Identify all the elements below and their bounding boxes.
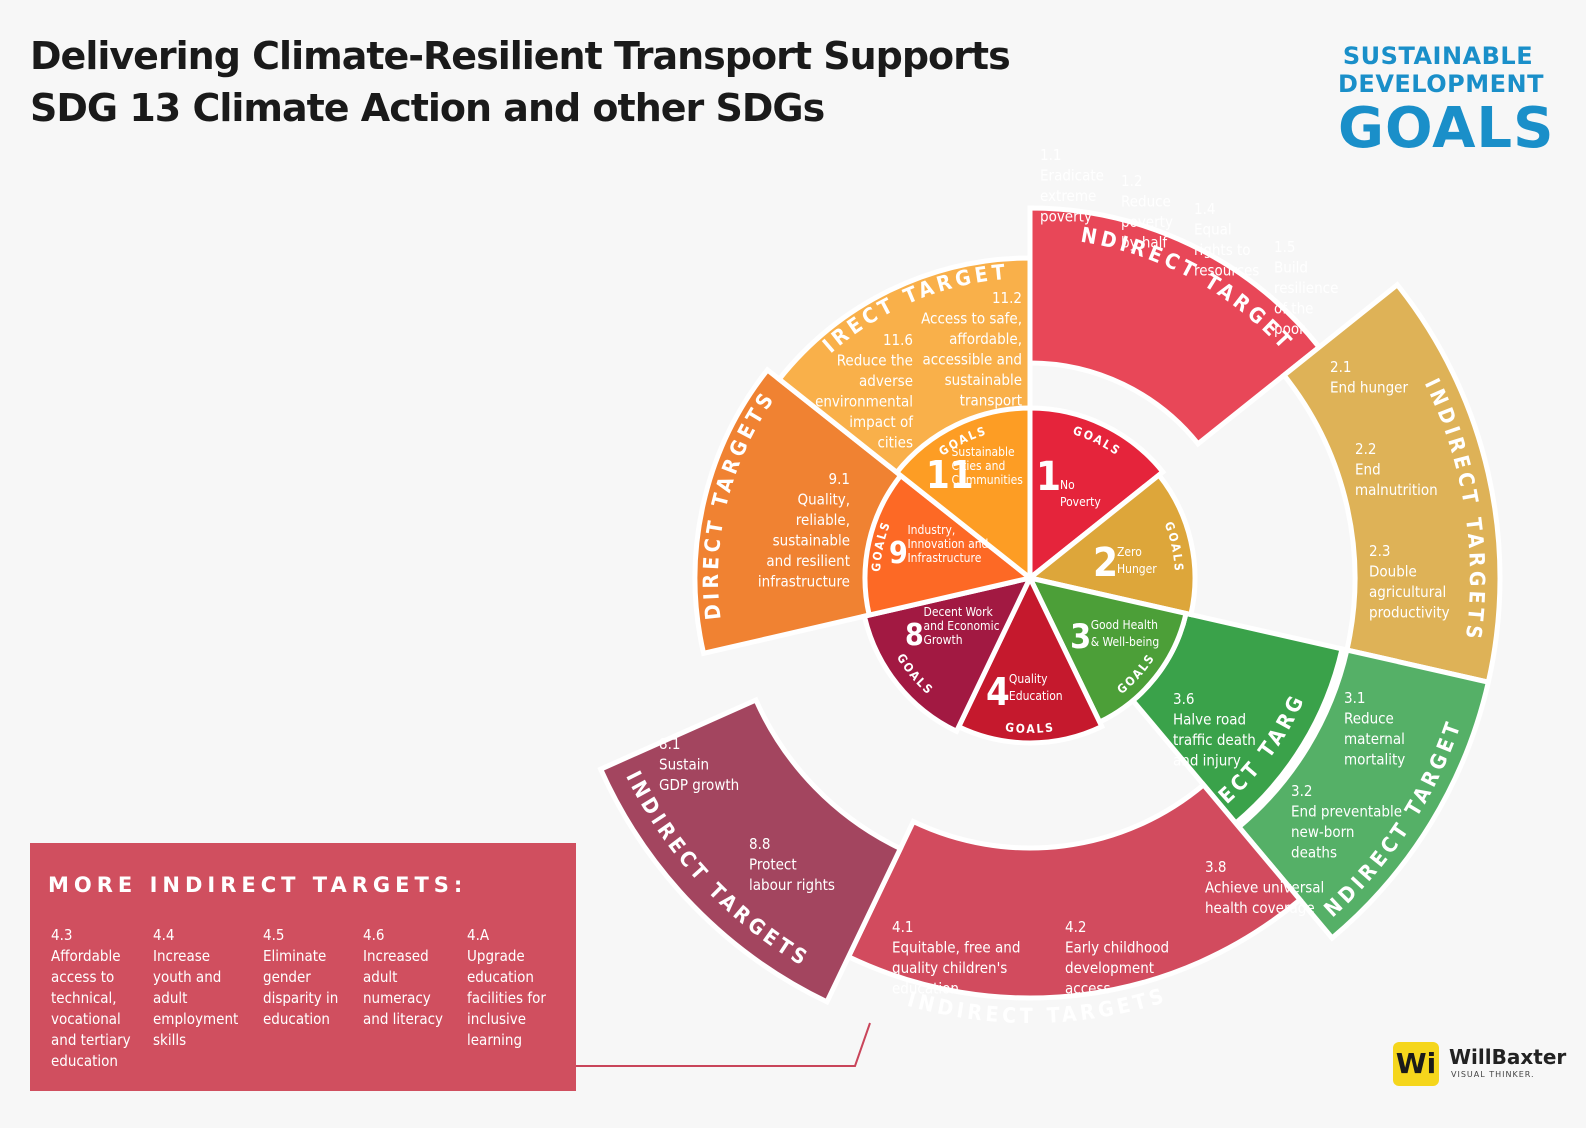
- goal-3-indirect-band: [1235, 647, 1492, 942]
- goal-4-indirect-band: [845, 781, 1304, 1001]
- goal-1-number: 1: [1036, 454, 1061, 500]
- target-1-2: 1.2 Reduce poverty by half: [1121, 172, 1173, 252]
- more-target-4-a: 4.A Upgrade education facilities for inc…: [467, 926, 546, 1049]
- goal-11-wedge: [893, 405, 1033, 584]
- target-3-1: 3.1 Reduce maternal mortality: [1344, 689, 1405, 769]
- target-1-4: 1.4 Equal rights to resources: [1194, 200, 1259, 280]
- goal-9-name: Industry, Innovation and Infrastructure: [908, 523, 989, 565]
- target-9-1: 9.1 Quality, reliable, sustainable and resil…: [758, 470, 850, 591]
- target-2-3: 2.3 Double agricultural productivity: [1369, 542, 1450, 622]
- goal-4-wedge: [955, 572, 1106, 746]
- goal-2-name: Zero Hunger: [1117, 545, 1157, 576]
- goal-1-wedge: [1027, 405, 1167, 584]
- target-3-8: 3.8 Achieve universal health coverage: [1205, 858, 1324, 917]
- target-4-1: 4.1 Equitable, free and quality children's…: [892, 918, 1020, 998]
- wheel-hub: [1026, 574, 1034, 582]
- goal-11-number: 11: [926, 453, 974, 497]
- author-name: WillBaxter: [1449, 1045, 1567, 1069]
- target-3-2: 3.2 End preventable new-born deaths: [1291, 782, 1402, 862]
- more-targets-title: MORE INDIRECT TARGETS:: [48, 873, 468, 897]
- goal-3-number: 3: [1070, 617, 1091, 657]
- title-line-1: Delivering Climate-Resilient Transport S…: [30, 34, 1011, 78]
- goal-11-direct-label: DIRECT TARGETS: [0, 0, 1010, 358]
- target-1-5: 1.5 Build resilience of the poor: [1274, 238, 1338, 338]
- goal-2-wedge: [1024, 471, 1198, 618]
- page-title: Delivering Climate-Resilient Transport S…: [30, 30, 1011, 134]
- more-target-4-3: 4.3 Affordable access to technical, voca…: [51, 926, 131, 1070]
- sdg-logo-line-1: SUSTAINABLE: [1342, 42, 1534, 70]
- goal-1-name: No Poverty: [1060, 478, 1101, 509]
- target-3-6: 3.6 Halve road traffic death and injury: [1173, 690, 1256, 770]
- goal-9-wedge: [862, 471, 1036, 619]
- target-11-2: 11.2 Access to safe, affordable, accessible…: [921, 289, 1022, 410]
- goal-11-name: Sustainable Cities and Communities: [952, 445, 1024, 487]
- target-8-8: 8.8 Protect labour rights: [749, 835, 835, 894]
- target-11-6: 11.6 Reduce the adverse environmental impact…: [815, 331, 914, 452]
- goal-8-name: Decent Work and Economic Growth: [924, 605, 1000, 647]
- goal-4-name: Quality Education: [1009, 672, 1063, 703]
- author-mark: Wi: [1393, 1042, 1439, 1086]
- more-target-4-4: 4.4 Increase youth and adult employment …: [153, 926, 239, 1049]
- more-target-4-5: 4.5 Eliminate gender disparity in educat…: [263, 926, 339, 1028]
- goal-3-wedge: [1025, 574, 1190, 726]
- connector-line: [576, 1022, 871, 1067]
- goal-9-number: 9: [889, 536, 908, 571]
- target-8-1: 8.1 Sustain GDP growth: [659, 735, 739, 794]
- target-4-2: 4.2 Early childhood development access: [1065, 918, 1169, 998]
- sdg-logo-line-2: DEVELOPMENT: [1338, 70, 1544, 98]
- goal-8-indirect-band: [597, 696, 904, 1006]
- title-line-2: SDG 13 Climate Action and other SDGs: [30, 86, 825, 130]
- author-tagline: VISUAL THINKER.: [1451, 1070, 1535, 1079]
- goal-1-indirect-band: [1027, 205, 1323, 448]
- goal-8-wedge: [861, 574, 1035, 735]
- target-1-1: 1.1 Eradicate extreme poverty: [1040, 146, 1104, 226]
- sdg-logo: SUSTAINABLE DEVELOPMENT GOALS: [1338, 42, 1555, 161]
- goal-3-name: Good Health & Well-being: [1091, 618, 1160, 649]
- target-2-1: 2.1 End hunger: [1330, 358, 1408, 397]
- goal-8-number: 8: [905, 618, 924, 653]
- goal-4-goals-label: GOALS: [1004, 720, 1055, 736]
- target-2-2: 2.2 End malnutrition: [1355, 440, 1438, 499]
- more-target-4-6: 4.6 Increased adult numeracy and literac…: [363, 926, 443, 1028]
- sdg-logo-line-3: GOALS: [1338, 96, 1555, 161]
- wheel-sectors: [597, 205, 1503, 1006]
- goal-2-number: 2: [1093, 540, 1118, 586]
- goal-4-number: 4: [986, 670, 1010, 714]
- more-indirect-targets-box: MORE INDIRECT TARGETS: 4.3 Affordable ac…: [30, 843, 576, 1091]
